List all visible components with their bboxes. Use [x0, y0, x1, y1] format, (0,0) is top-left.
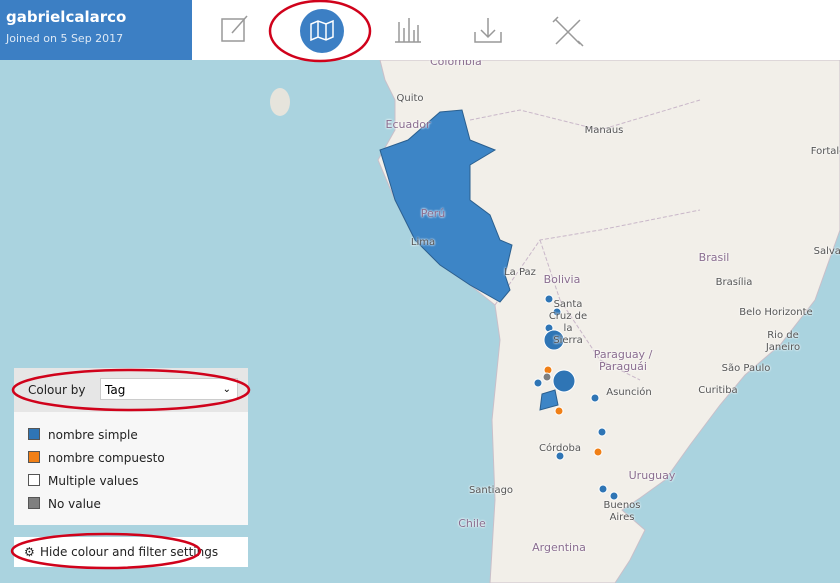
map-label: Ecuador [385, 118, 431, 131]
legend-label: Multiple values [48, 474, 139, 488]
legend-swatch [28, 428, 40, 440]
map-label: Santiago [468, 485, 514, 496]
point [597, 427, 607, 437]
toolbar [221, 9, 584, 53]
colour-by-panel: Colour by Tag ⌄ [14, 368, 248, 412]
header: gabrielcalarco Joined on 5 Sep 2017 [0, 0, 840, 60]
map-label: Chile [458, 517, 486, 530]
map-icon[interactable] [300, 9, 344, 53]
point [555, 451, 565, 461]
legend-item: nombre simple [28, 428, 138, 442]
map-label: Lima [410, 237, 436, 248]
legend-label: nombre simple [48, 428, 138, 442]
point [533, 378, 543, 388]
legend-panel: nombre simple nombre compuesto Multiple va… [14, 412, 248, 525]
map-label: Perú [420, 207, 446, 220]
map-label: Brasil [698, 251, 730, 264]
colour-by-select[interactable]: Tag ⌄ [100, 378, 238, 400]
legend-swatch [28, 497, 40, 509]
selected-value: Tag [105, 383, 126, 397]
toggle-settings[interactable]: ⚙ Hide colour and filter settings [14, 537, 248, 567]
username: gabrielcalarco [6, 8, 127, 26]
colour-by-label: Colour by [28, 383, 86, 397]
map-label: La Paz [504, 267, 536, 278]
point [590, 393, 600, 403]
map-label: São Paulo [721, 363, 771, 374]
map-label: Bolivia [543, 273, 581, 286]
map-label: Córdoba [539, 443, 581, 454]
settings-icon[interactable] [552, 16, 584, 47]
point [552, 307, 562, 317]
point [609, 491, 619, 501]
point [598, 484, 608, 494]
legend-swatch [28, 474, 40, 486]
chart-icon[interactable] [395, 18, 421, 43]
galapagos [270, 88, 290, 116]
map-label: Argentina [532, 541, 586, 554]
map-label: Uruguay [628, 469, 676, 482]
map-label: Quito [396, 93, 424, 104]
download-icon[interactable] [474, 18, 502, 43]
map-label: Santa Cruz de la Sierra [548, 299, 588, 346]
map-label: Manaus [584, 125, 624, 136]
point [544, 294, 554, 304]
legend-item: No value [28, 497, 101, 511]
point [542, 372, 552, 382]
legend-item: Multiple values [28, 474, 139, 488]
map-label: Paraguay / Paraguái [593, 348, 653, 373]
user-panel: gabrielcalarco Joined on 5 Sep 2017 [0, 0, 192, 60]
point [552, 369, 576, 393]
map-label: Rio de Janeiro [765, 330, 801, 353]
points [533, 294, 619, 501]
legend-label: nombre compuesto [48, 451, 165, 465]
map-label: Fortale [810, 146, 840, 157]
point [554, 406, 564, 416]
land [377, 60, 840, 583]
borders [469, 99, 701, 381]
legend-item: nombre compuesto [28, 451, 165, 465]
map-label: Buenos Aires [603, 500, 641, 523]
map-label: Salvac [813, 246, 840, 257]
map-label: Curitiba [698, 385, 738, 396]
joined-date: Joined on 5 Sep 2017 [6, 32, 124, 45]
toggle-label: Hide colour and filter settings [40, 545, 219, 559]
map-label: Brasília [715, 277, 753, 288]
point [593, 447, 603, 457]
gear-icon: ⚙ [24, 545, 35, 559]
edit-icon[interactable] [221, 15, 248, 42]
map-label: Belo Horizonte [739, 307, 813, 318]
point [543, 329, 565, 351]
region [539, 389, 559, 411]
legend-swatch [28, 451, 40, 463]
map-label: Asunción [606, 387, 652, 398]
legend-label: No value [48, 497, 101, 511]
peru-region [379, 109, 513, 303]
dropdown-arrow: ⌄ [222, 384, 231, 395]
